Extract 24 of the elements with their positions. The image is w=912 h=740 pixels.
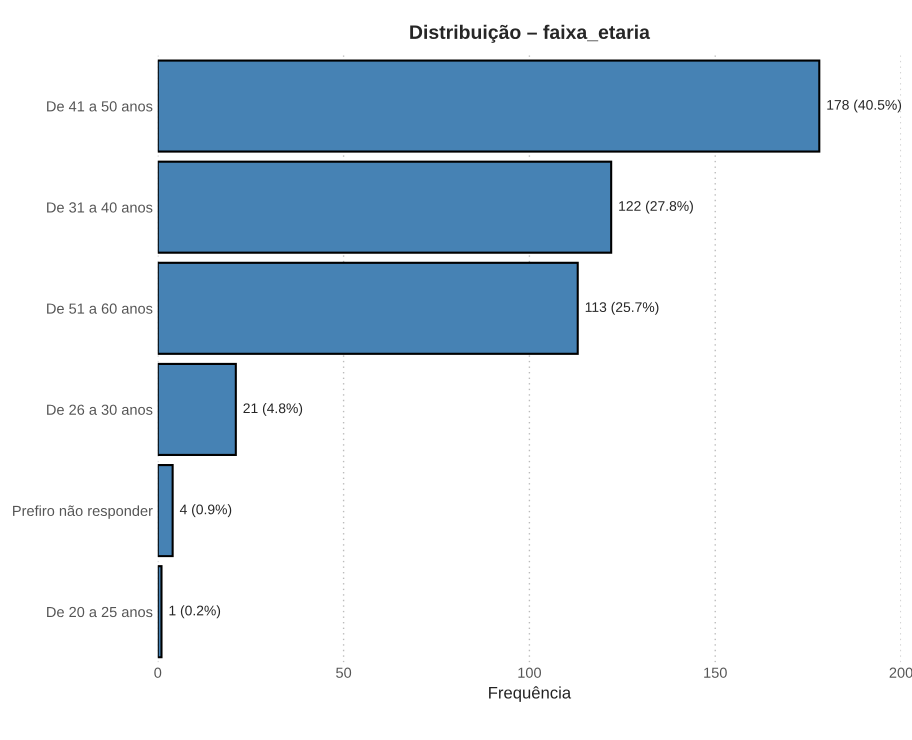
y-tick-label: De 31 a 40 anos: [47, 202, 152, 213]
data-label: 122 (27.8%): [619, 200, 693, 214]
x-tick-label: 150: [704, 668, 727, 678]
x-tick-label: 0: [154, 668, 162, 678]
bar: [158, 160, 612, 254]
y-tick-label: De 20 a 25 anos: [47, 606, 152, 618]
data-label: 178 (40.5%): [827, 100, 902, 113]
bar: [158, 565, 163, 658]
x-axis-title: Frequência: [489, 686, 572, 702]
bar: [158, 262, 579, 355]
data-label: 113 (25.7%): [586, 302, 658, 315]
chart-title: Distribuição – faixa_etaria: [410, 24, 650, 43]
data-label: 21 (4.8%): [243, 402, 302, 416]
y-tick-label: De 41 a 50 anos: [47, 101, 152, 112]
bar: [158, 464, 174, 558]
y-tick-label: De 51 a 60 anos: [47, 303, 152, 314]
y-tick-label: De 26 a 30 anos: [47, 404, 152, 415]
data-label: 4 (0.9%): [180, 504, 232, 518]
x-tick-label: 100: [518, 668, 542, 678]
x-tick-label: 50: [336, 668, 352, 678]
bar: [158, 362, 237, 456]
y-tick-label: Prefiro não responder: [13, 505, 153, 519]
data-label: 1 (0.2%): [169, 605, 220, 618]
bar: [158, 60, 820, 153]
